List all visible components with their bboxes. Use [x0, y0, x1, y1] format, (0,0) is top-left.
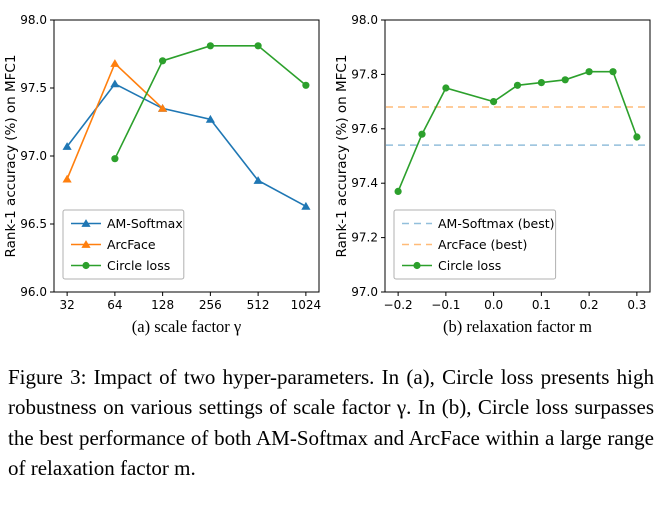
- x-tick-label: 32: [59, 298, 74, 312]
- chart-b-svg: −0.2 −0.1 0.0 0.1 0.2 0.3 97.0 97.2 97.4 97.6 97.8…: [334, 13, 651, 336]
- legend-label-arcface: ArcFace: [107, 237, 156, 252]
- x-tick-label: −0.1: [431, 298, 460, 312]
- x-tick-label: 128: [151, 298, 174, 312]
- x-tick-label: 0.1: [532, 298, 551, 312]
- series-arcface: [62, 59, 168, 183]
- triangle-marker: [205, 114, 215, 123]
- x-axis-label: (a) scale factor γ: [132, 317, 241, 336]
- y-tick-label: 97.0: [351, 285, 378, 299]
- y-tick-label: 98.0: [20, 13, 47, 27]
- circle-marker: [254, 42, 262, 50]
- x-tick-label: 0.3: [627, 298, 646, 312]
- y-axis-label: Rank-1 accuracy (%) on MFC1: [3, 55, 19, 258]
- y-tick-label: 97.4: [351, 176, 378, 190]
- y-axis-ticks: 97.0 97.2 97.4 97.6 97.8 98.0: [351, 13, 385, 299]
- chart-a-svg: 32 64 128 256 512 1024 96.0 96.5 97.0 97.5 98.0 Ran…: [3, 13, 321, 336]
- legend-box: [62, 209, 185, 280]
- circle-marker: [537, 79, 545, 87]
- chart-b-relaxation-factor: −0.2 −0.1 0.0 0.1 0.2 0.3 97.0 97.2 97.4 97.6 97.8…: [331, 6, 662, 340]
- x-tick-label: 0.2: [580, 298, 599, 312]
- legend: AM-Softmax (best) ArcFace (best) Circle lo…: [393, 209, 557, 280]
- x-tick-label: 512: [247, 298, 270, 312]
- legend-label-circle-loss: Circle loss: [438, 258, 501, 273]
- triangle-marker: [62, 142, 72, 150]
- x-tick-label: 0.0: [484, 298, 503, 312]
- legend-label-circle-loss: Circle loss: [107, 258, 170, 273]
- y-axis-label: Rank-1 accuracy (%) on MFC1: [334, 55, 350, 258]
- y-tick-label: 96.5: [20, 217, 47, 231]
- legend-label-am-softmax: AM-Softmax: [107, 216, 183, 231]
- circle-marker: [633, 133, 641, 141]
- x-tick-label: 256: [199, 298, 222, 312]
- circle-marker: [394, 187, 402, 195]
- x-tick-label: 1024: [291, 298, 322, 312]
- circle-marker: [302, 81, 310, 89]
- chart-a-scale-factor: 32 64 128 256 512 1024 96.0 96.5 97.0 97.5 98.0 Ran…: [0, 6, 331, 340]
- legend-box: [393, 209, 557, 280]
- y-tick-label: 97.8: [351, 67, 378, 81]
- circle-marker: [442, 84, 450, 92]
- series-am-softmax: [62, 79, 311, 210]
- circle-marker: [206, 42, 214, 50]
- figure-caption: Figure 3: Impact of two hyper-parameters…: [8, 365, 654, 481]
- circle-marker: [159, 57, 167, 65]
- triangle-marker: [158, 104, 168, 112]
- triangle-marker: [253, 176, 263, 184]
- y-tick-label: 97.6: [351, 122, 378, 136]
- y-tick-label: 97.0: [20, 149, 47, 163]
- circle-marker: [490, 98, 498, 106]
- legend: AM-Softmax ArcFace Circle loss: [62, 209, 185, 280]
- circle-marker: [513, 81, 522, 89]
- circle-marker: [111, 155, 119, 163]
- legend-label-arcface-best: ArcFace (best): [438, 237, 527, 252]
- x-axis-label: (b) relaxation factor m: [443, 317, 592, 336]
- y-tick-label: 96.0: [20, 285, 47, 299]
- triangle-marker: [62, 174, 72, 183]
- y-tick-label: 97.5: [20, 81, 47, 95]
- triangle-marker: [110, 79, 120, 88]
- series-circle-loss: [111, 42, 310, 163]
- y-axis-ticks: 96.0 96.5 97.0 97.5 98.0: [20, 13, 54, 299]
- triangle-marker: [301, 201, 311, 210]
- circle-marker: [609, 68, 617, 76]
- plot-frame: [384, 19, 651, 293]
- x-axis-ticks: −0.2 −0.1 0.0 0.1 0.2 0.3: [384, 292, 646, 312]
- x-tick-label: −0.2: [384, 298, 413, 312]
- series-circle-loss: [394, 68, 641, 195]
- y-tick-label: 97.2: [351, 231, 378, 245]
- circle-marker: [561, 76, 569, 84]
- circle-marker: [418, 130, 426, 138]
- x-axis-ticks: 32 64 128 256 512 1024: [59, 292, 321, 312]
- triangle-marker: [110, 59, 120, 67]
- circle-marker: [585, 68, 593, 76]
- x-tick-label: 64: [107, 298, 122, 312]
- figure-3-charts: 32 64 128 256 512 1024 96.0 96.5 97.0 97.5 98.0 Ran…: [0, 6, 662, 340]
- legend-label-am-softmax-best: AM-Softmax (best): [438, 216, 555, 231]
- y-tick-label: 98.0: [351, 13, 378, 27]
